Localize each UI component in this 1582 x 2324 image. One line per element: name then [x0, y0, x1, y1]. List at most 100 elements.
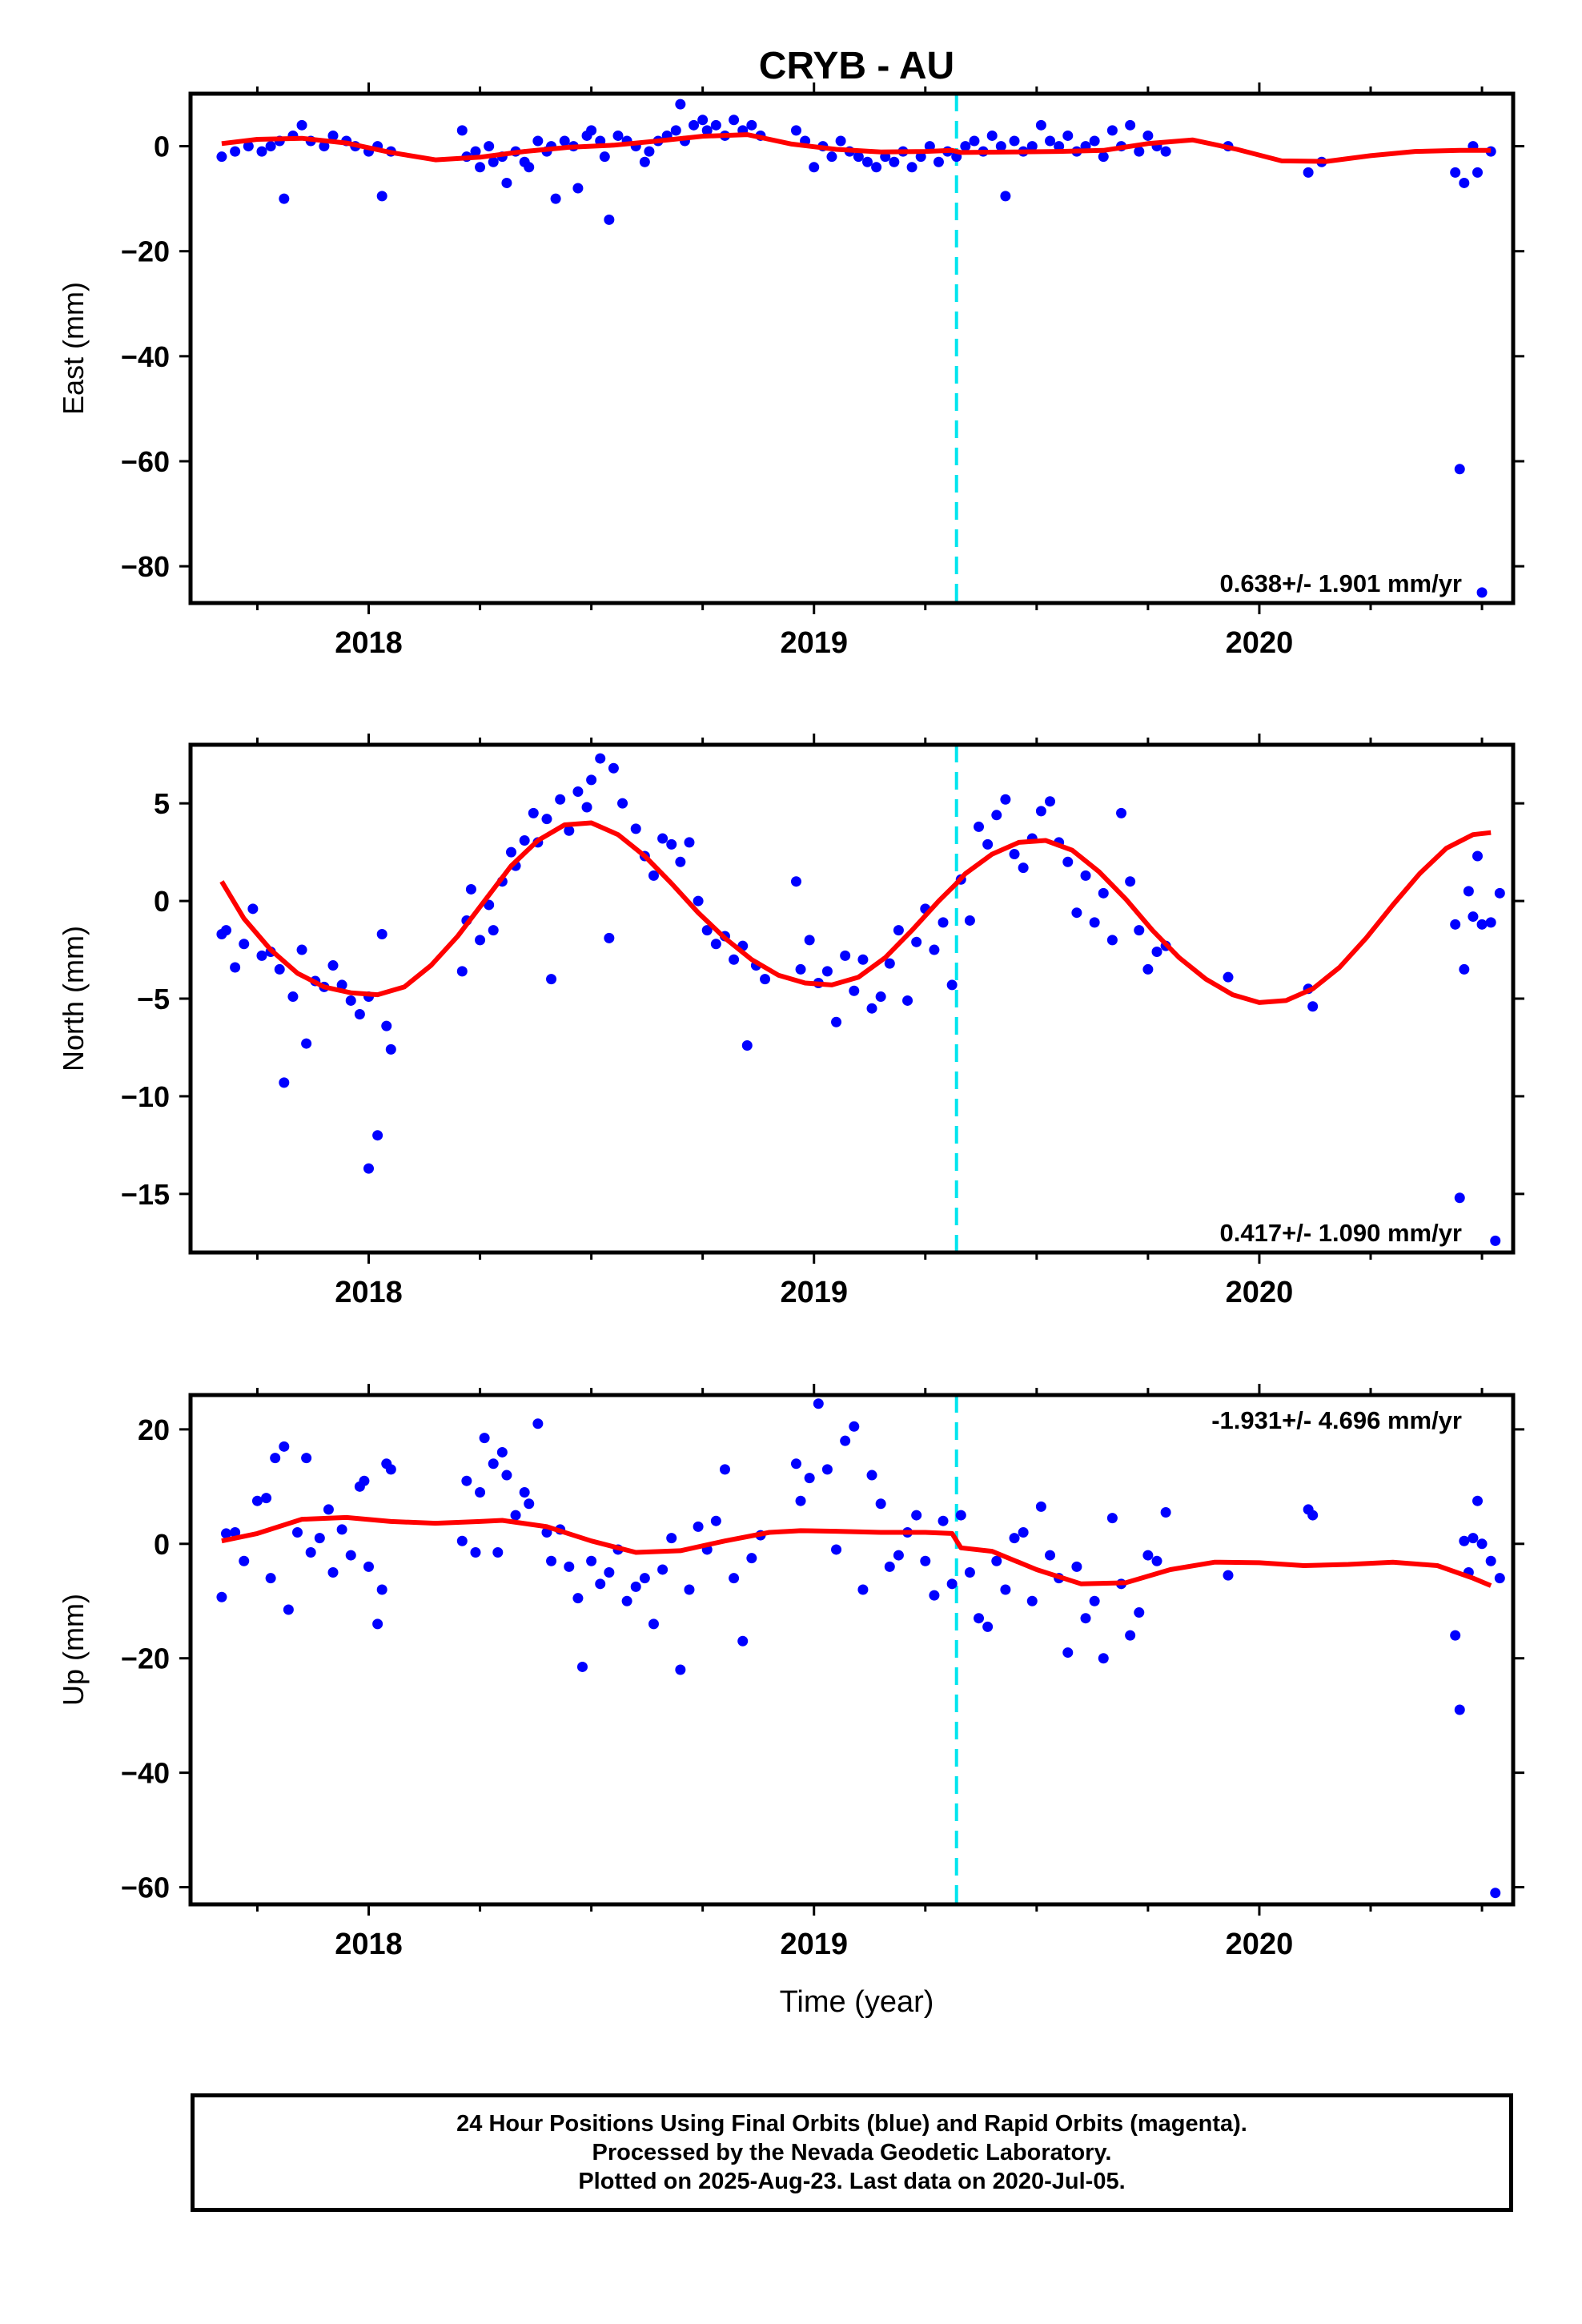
north-data-point: [465, 883, 476, 895]
north-data-point: [701, 925, 713, 936]
north-data-point: [1307, 1001, 1319, 1012]
up-data-point: [1089, 1595, 1100, 1606]
north-data-point: [354, 1009, 365, 1020]
north-data-point: [1459, 963, 1470, 975]
north-data-point: [630, 823, 641, 834]
north-data-point: [866, 1003, 877, 1014]
north-data-point: [857, 954, 869, 965]
east-data-point: [670, 125, 681, 136]
north-data-point: [1080, 870, 1091, 881]
east-data-point: [612, 130, 624, 141]
east-data-point: [906, 162, 917, 173]
up-data-point: [488, 1458, 499, 1470]
north-panel: 2018 2019 2020 5 0 −5 −10 −15 North (mm) 0.417+/-…: [57, 734, 1524, 1309]
north-data-point: [1476, 919, 1488, 930]
up-fit-line: [221, 1514, 1492, 1588]
up-data-point: [323, 1504, 334, 1515]
north-data-point: [456, 966, 468, 977]
up-data-point: [510, 1510, 521, 1521]
north-data-point: [345, 995, 356, 1006]
up-data-point: [911, 1510, 922, 1521]
up-data-point: [1134, 1607, 1145, 1618]
up-data-point: [532, 1418, 544, 1429]
up-data-point: [239, 1555, 250, 1566]
north-data-point: [884, 958, 895, 969]
north-data-point: [684, 837, 695, 848]
up-y-tick-label: −60: [121, 1872, 170, 1904]
east-data-point: [327, 130, 339, 141]
up-data-point: [1062, 1647, 1074, 1659]
north-data-point: [256, 950, 267, 961]
east-data-point: [376, 191, 387, 202]
up-data-point: [1454, 1704, 1465, 1715]
east-data-point: [1125, 119, 1136, 131]
up-data-point: [470, 1547, 481, 1558]
east-data-point: [1045, 135, 1056, 147]
north-plot-frame: [188, 742, 1516, 1255]
up-rate-label: -1.931+/- 4.696 mm/yr: [1211, 1406, 1462, 1434]
east-panel: 2018 2019 2020 0 −20 −40 −60 −80 East (mm) 0.638+…: [57, 82, 1524, 660]
up-data-point: [840, 1435, 851, 1446]
east-data-point: [889, 156, 900, 167]
up-data-point: [372, 1618, 383, 1630]
north-data-point: [327, 960, 339, 971]
east-data-point: [701, 125, 713, 136]
up-data-point: [1472, 1495, 1484, 1506]
north-data-point: [220, 925, 231, 936]
up-y-tick-label: −20: [121, 1642, 170, 1675]
up-data-point: [345, 1550, 356, 1561]
up-data-point: [283, 1604, 294, 1615]
up-data-point: [261, 1493, 272, 1504]
east-data-point: [1098, 151, 1109, 163]
footer-box: 24 Hour Positions Using Final Orbits (bl…: [191, 2093, 1513, 2212]
east-data-point: [559, 135, 570, 147]
up-data-point: [1071, 1561, 1082, 1572]
north-data-point: [666, 838, 677, 850]
north-data-point: [964, 915, 975, 926]
north-data-point: [1485, 917, 1496, 928]
up-data-point: [363, 1561, 374, 1572]
up-y-tick-label: 20: [138, 1413, 170, 1446]
east-y-tick-label: −40: [121, 340, 170, 373]
up-data-point: [572, 1593, 584, 1604]
north-data-point: [991, 810, 1002, 821]
north-data-point: [381, 1020, 392, 1031]
east-data-point: [230, 146, 241, 157]
up-data-point: [1307, 1510, 1319, 1521]
north-data-point: [274, 963, 285, 975]
up-data-point: [220, 1528, 231, 1539]
up-data-point: [657, 1564, 669, 1575]
east-data-point: [1459, 177, 1470, 188]
east-data-point: [604, 214, 615, 225]
north-data-point: [528, 807, 539, 818]
north-data-point: [693, 895, 704, 907]
north-data-point: [1089, 917, 1100, 928]
north-x-tick-label: 2019: [780, 1276, 848, 1309]
up-data-point: [359, 1475, 370, 1486]
north-data-point: [946, 979, 958, 991]
north-data-point: [546, 974, 557, 985]
up-data-point: [546, 1555, 557, 1566]
north-data-point: [648, 870, 659, 881]
north-data-point: [581, 802, 592, 813]
north-data-point: [1071, 907, 1082, 919]
east-data-point: [216, 151, 227, 163]
north-data-point: [1035, 806, 1046, 817]
up-data-point: [216, 1591, 227, 1602]
east-data-point: [586, 125, 597, 136]
up-data-point: [1142, 1550, 1154, 1561]
east-data-point: [835, 135, 846, 147]
north-data-point: [938, 917, 949, 928]
north-data-point: [760, 974, 771, 985]
up-data-point: [719, 1464, 730, 1475]
north-data-point: [608, 762, 619, 774]
up-data-point: [666, 1533, 677, 1544]
north-data-point: [572, 786, 584, 798]
east-data-point: [319, 141, 330, 152]
up-data-point: [1045, 1550, 1056, 1561]
north-data-point: [1116, 807, 1127, 818]
up-data-point: [1000, 1584, 1011, 1595]
east-data-point: [639, 156, 650, 167]
